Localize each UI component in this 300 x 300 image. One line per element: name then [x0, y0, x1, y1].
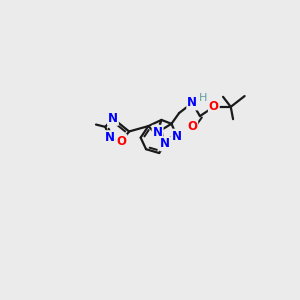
Text: N: N [160, 137, 170, 150]
Text: N: N [105, 131, 115, 144]
Text: N: N [108, 112, 118, 125]
Text: N: N [153, 126, 163, 139]
Text: H: H [199, 93, 207, 103]
Text: N: N [172, 130, 182, 142]
Text: O: O [116, 135, 126, 148]
Text: N: N [187, 97, 197, 110]
Text: O: O [187, 120, 197, 134]
Text: O: O [209, 100, 219, 113]
